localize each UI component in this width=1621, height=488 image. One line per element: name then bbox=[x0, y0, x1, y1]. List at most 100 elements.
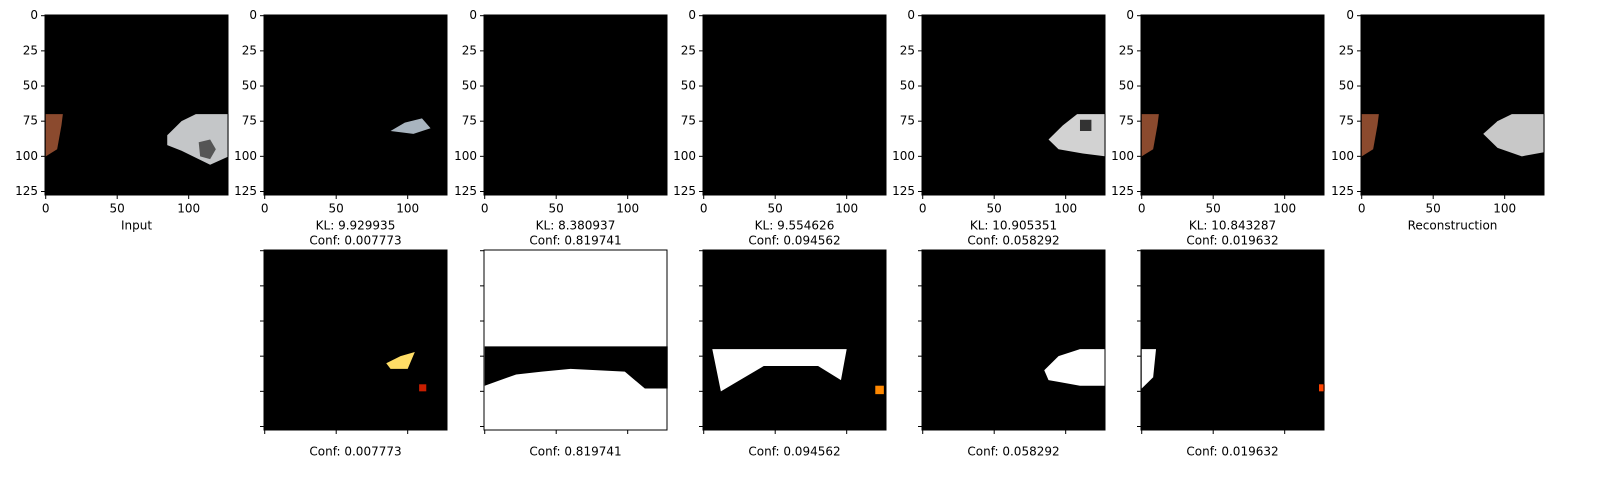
x-tick-label: 100 bbox=[616, 202, 639, 216]
y-tick-label: 0 bbox=[469, 8, 477, 22]
y-tick-label: 75 bbox=[900, 114, 915, 128]
image-region bbox=[45, 114, 63, 157]
y-tick-label: 25 bbox=[900, 43, 915, 57]
x-axis-label: Conf: 0.094562 bbox=[748, 445, 840, 459]
y-tick-label: 50 bbox=[1339, 79, 1354, 93]
axes-frame bbox=[702, 14, 887, 196]
x-tick-label: 0 bbox=[261, 202, 269, 216]
image bbox=[703, 250, 886, 430]
x-tick-label: 50 bbox=[987, 202, 1002, 216]
image-region bbox=[1079, 119, 1092, 132]
x-tick-label: 0 bbox=[700, 202, 708, 216]
image-region bbox=[1483, 114, 1545, 157]
y-tick-label: 0 bbox=[907, 8, 915, 22]
y-tick-label: 100 bbox=[454, 149, 477, 163]
image-region bbox=[1044, 349, 1106, 386]
y-tick-label: 100 bbox=[234, 149, 257, 163]
image-region bbox=[1141, 349, 1157, 389]
image-region bbox=[1318, 384, 1325, 392]
y-tick-label: 50 bbox=[1119, 79, 1134, 93]
y-tick-label: 0 bbox=[30, 8, 38, 22]
image-region bbox=[484, 346, 668, 389]
x-axis-label: KL: 10.843287 bbox=[1189, 219, 1276, 233]
image-region bbox=[1141, 114, 1159, 157]
x-tick-label: 0 bbox=[1358, 202, 1366, 216]
x-tick-label: 100 bbox=[396, 202, 419, 216]
x-tick-label: 50 bbox=[110, 202, 125, 216]
y-tick-label: 50 bbox=[23, 79, 38, 93]
x-axis-label: Conf: 0.019632 bbox=[1186, 234, 1278, 248]
x-axis-label: Conf: 0.007773 bbox=[309, 445, 401, 459]
y-tick-label: 75 bbox=[23, 114, 38, 128]
axes-frame bbox=[1360, 14, 1545, 196]
y-tick-label: 0 bbox=[688, 8, 696, 22]
y-tick-label: 100 bbox=[1111, 149, 1134, 163]
image-region bbox=[198, 139, 216, 160]
image-region bbox=[875, 385, 884, 395]
y-tick-label: 75 bbox=[1339, 114, 1354, 128]
y-tick-label: 100 bbox=[15, 149, 38, 163]
y-tick-label: 100 bbox=[892, 149, 915, 163]
y-tick-label: 125 bbox=[454, 184, 477, 198]
image bbox=[484, 250, 667, 430]
x-axis-label: KL: 9.929935 bbox=[316, 219, 396, 233]
image bbox=[264, 250, 447, 430]
image bbox=[1141, 15, 1324, 195]
x-tick-label: 100 bbox=[1273, 202, 1296, 216]
axes-frame bbox=[263, 14, 448, 196]
x-axis-label: Reconstruction bbox=[1408, 219, 1498, 233]
image bbox=[922, 250, 1105, 430]
x-axis-label: Conf: 0.058292 bbox=[967, 234, 1059, 248]
x-axis-label: Conf: 0.094562 bbox=[748, 234, 840, 248]
image bbox=[1361, 15, 1544, 195]
x-axis-label: Conf: 0.058292 bbox=[967, 445, 1059, 459]
y-tick-label: 25 bbox=[23, 43, 38, 57]
y-tick-label: 50 bbox=[242, 79, 257, 93]
y-tick-label: 0 bbox=[1346, 8, 1354, 22]
axes-frame bbox=[921, 249, 1106, 431]
y-tick-label: 25 bbox=[242, 43, 257, 57]
y-tick-label: 100 bbox=[673, 149, 696, 163]
x-tick-label: 100 bbox=[835, 202, 858, 216]
x-tick-label: 50 bbox=[1426, 202, 1441, 216]
image bbox=[484, 15, 667, 195]
y-tick-label: 75 bbox=[242, 114, 257, 128]
x-tick-label: 50 bbox=[768, 202, 783, 216]
y-tick-label: 100 bbox=[1331, 149, 1354, 163]
y-tick-label: 125 bbox=[234, 184, 257, 198]
image-region bbox=[386, 351, 415, 369]
x-tick-label: 100 bbox=[177, 202, 200, 216]
x-tick-label: 50 bbox=[549, 202, 564, 216]
y-tick-label: 125 bbox=[892, 184, 915, 198]
image-region bbox=[1361, 114, 1379, 157]
y-tick-label: 125 bbox=[15, 184, 38, 198]
y-tick-label: 50 bbox=[681, 79, 696, 93]
y-tick-label: 25 bbox=[462, 43, 477, 57]
y-tick-label: 50 bbox=[462, 79, 477, 93]
x-tick-label: 50 bbox=[1206, 202, 1221, 216]
x-axis-label: Conf: 0.007773 bbox=[309, 234, 401, 248]
image bbox=[1141, 250, 1324, 430]
x-tick-label: 100 bbox=[1493, 202, 1516, 216]
axes-frame bbox=[483, 249, 668, 431]
y-tick-label: 75 bbox=[462, 114, 477, 128]
image-region bbox=[390, 118, 431, 134]
image bbox=[703, 15, 886, 195]
image-region bbox=[712, 349, 847, 392]
axes-frame bbox=[483, 14, 668, 196]
y-tick-label: 25 bbox=[681, 43, 696, 57]
x-axis-label: Input bbox=[121, 219, 152, 233]
image-region bbox=[419, 384, 427, 392]
x-axis-label: Conf: 0.019632 bbox=[1186, 445, 1278, 459]
x-tick-label: 100 bbox=[1054, 202, 1077, 216]
x-tick-label: 0 bbox=[919, 202, 927, 216]
y-tick-label: 25 bbox=[1339, 43, 1354, 57]
y-tick-label: 125 bbox=[1331, 184, 1354, 198]
axes-frame bbox=[263, 249, 448, 431]
axes-frame bbox=[1140, 14, 1325, 196]
y-tick-label: 50 bbox=[900, 79, 915, 93]
y-tick-label: 0 bbox=[249, 8, 257, 22]
image bbox=[922, 15, 1105, 195]
y-tick-label: 125 bbox=[673, 184, 696, 198]
